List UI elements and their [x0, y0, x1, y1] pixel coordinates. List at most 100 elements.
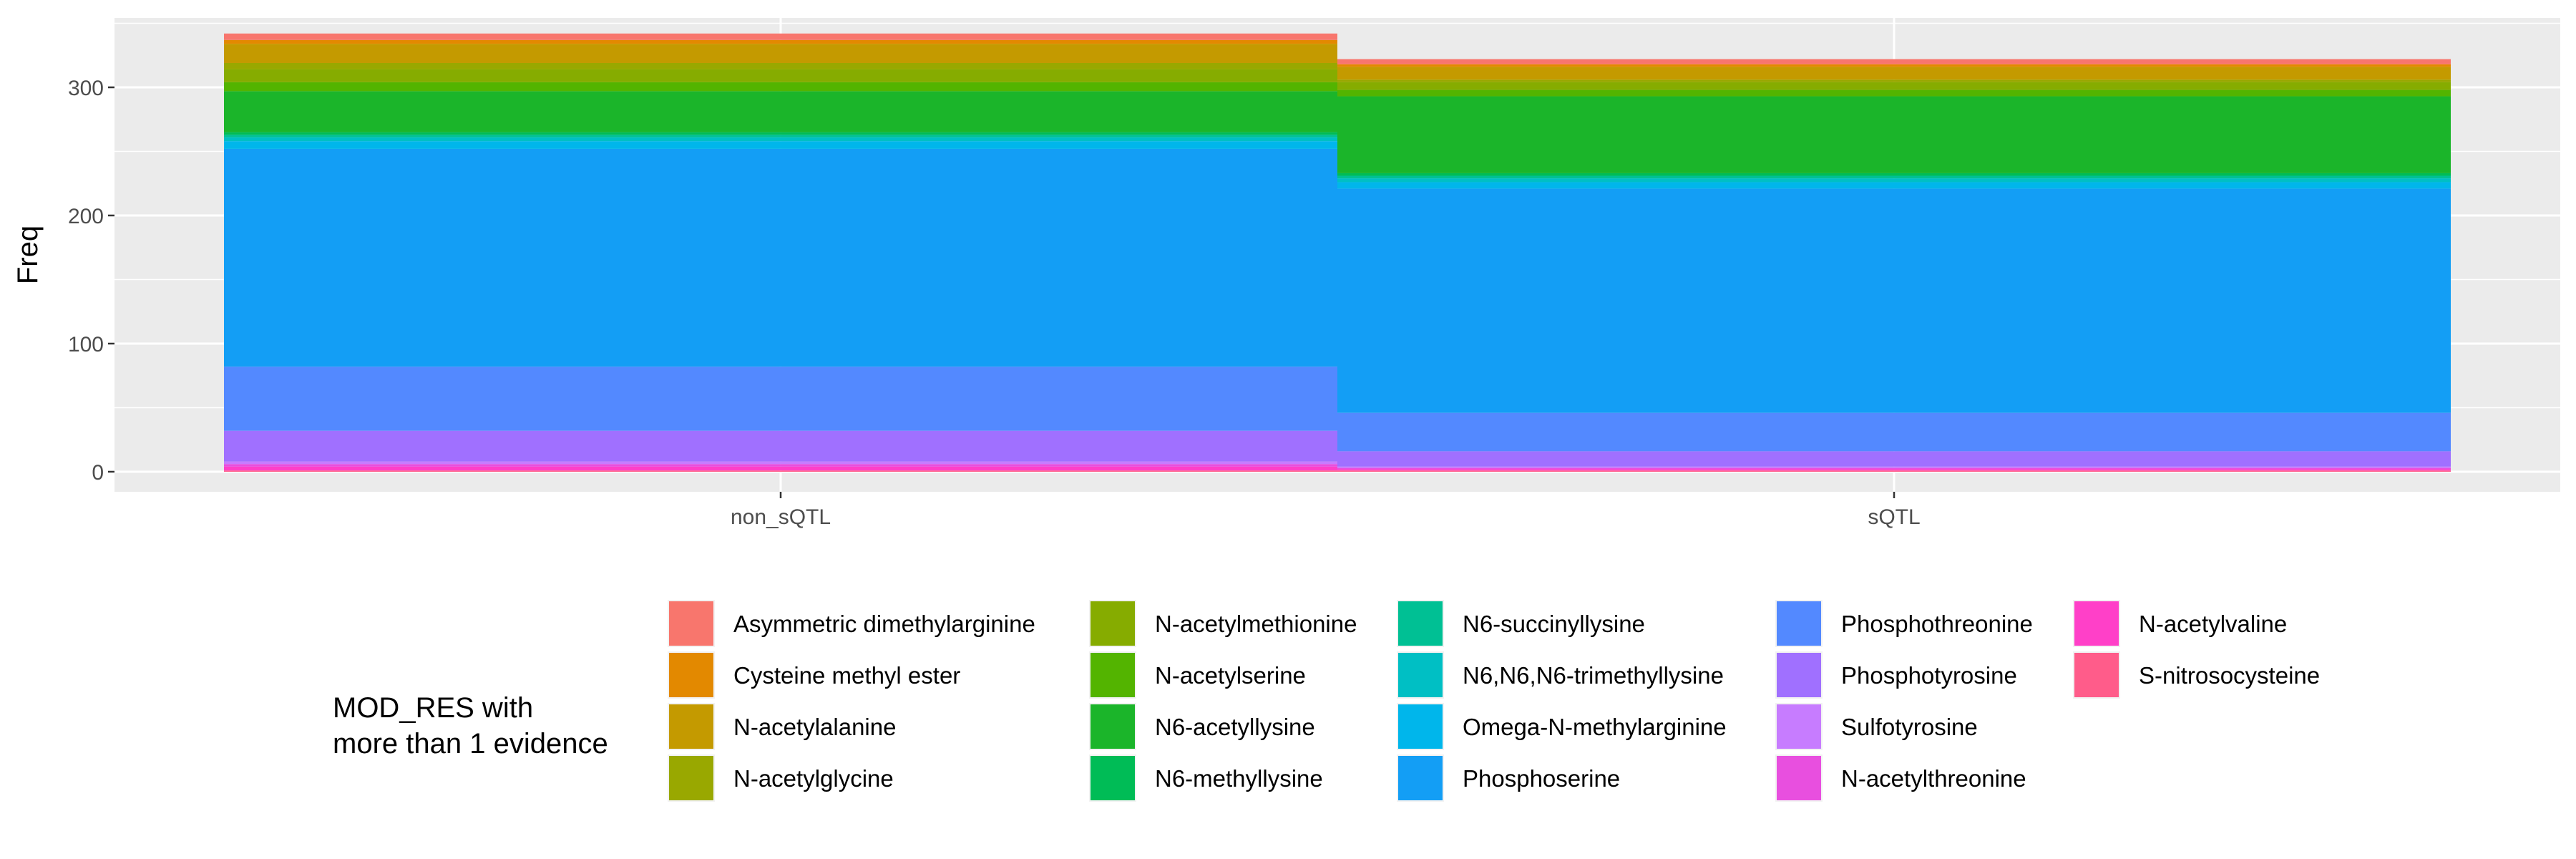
legend-label: N6,N6,N6-trimethyllysine: [1463, 662, 1724, 689]
bar-segment: [224, 91, 1337, 132]
y-tick-label: 300: [68, 77, 104, 100]
legend-label: Phosphothreonine: [1841, 611, 2033, 637]
legend-key: [1398, 653, 1443, 697]
legend-key: [1091, 756, 1135, 800]
legend-item: N-acetylserine: [1089, 651, 1306, 699]
bar-segment: [1337, 67, 2451, 80]
bar-segment: [1337, 64, 2451, 67]
legend-label: N-acetylmethionine: [1155, 611, 1357, 637]
legend-label: Asymmetric dimethylarginine: [733, 611, 1035, 637]
legend-item: Sulfotyrosine: [1775, 703, 1978, 750]
legend-label: Sulfotyrosine: [1841, 714, 1978, 740]
bar-segment: [224, 464, 1337, 467]
bar-segment: [224, 137, 1337, 142]
legend-key: [2074, 601, 2119, 646]
bar-segment: [224, 141, 1337, 149]
y-axis-title: Freq: [12, 225, 44, 284]
legend-label: N6-acetyllysine: [1155, 714, 1315, 740]
bar-segment: [224, 466, 1337, 471]
x-tick-label: sQTL: [1868, 505, 1920, 529]
x-tick-label: non_sQTL: [731, 505, 831, 529]
bar-segment: [1337, 79, 2451, 82]
bar-segment: [1337, 173, 2451, 176]
y-tick-label: 100: [68, 333, 104, 356]
legend-key: [669, 653, 713, 697]
legend-item: Phosphoserine: [1397, 754, 1620, 802]
y-axis: 0 100 200 300: [68, 77, 114, 485]
legend-label: N-acetylglycine: [733, 765, 894, 792]
bar-segment: [224, 44, 1337, 63]
legend-label: Cysteine methyl ester: [733, 662, 960, 689]
bar-segment: [1337, 59, 2451, 64]
legend-key: [1777, 653, 1821, 697]
bar-segment: [1337, 96, 2451, 173]
legend-key: [669, 756, 713, 800]
bar-segment: [224, 132, 1337, 135]
bar-segment: [1337, 467, 2451, 470]
legend-item: N6-succinyllysine: [1397, 600, 1645, 647]
bar-segment: [224, 148, 1337, 367]
legend-item: N-acetylmethionine: [1089, 600, 1357, 647]
bar-segment: [1337, 470, 2451, 472]
legend-item: Cysteine methyl ester: [668, 651, 960, 699]
bar-segment: [1337, 178, 2451, 183]
legend-label: N6-succinyllysine: [1463, 611, 1645, 637]
legend-label: S-nitrosocysteine: [2139, 662, 2320, 689]
bar-segment: [224, 82, 1337, 92]
x-axis: non_sQTL sQTL: [731, 492, 1921, 529]
legend-item: N-acetylalanine: [668, 703, 896, 750]
legend-item: Omega-N-methylarginine: [1397, 703, 1727, 750]
legend-title-line-2: more than 1 evidence: [333, 728, 608, 759]
legend-key: [1398, 704, 1443, 749]
legend-label: N-acetylalanine: [733, 714, 896, 740]
legend-key: [1777, 704, 1821, 749]
bar-segment: [224, 135, 1337, 137]
legend-item: N6-acetyllysine: [1089, 703, 1315, 750]
legend-key: [1777, 601, 1821, 646]
y-tick-label: 0: [92, 461, 104, 485]
legend-label: N6-methyllysine: [1155, 765, 1323, 792]
bar-segment: [1337, 466, 2451, 468]
legend-title-line-1: MOD_RES with: [333, 692, 533, 724]
legend-item: N6,N6,N6-trimethyllysine: [1397, 651, 1724, 699]
legend-label: Phosphoserine: [1463, 765, 1620, 792]
legend-key: [1398, 601, 1443, 646]
legend-item: S-nitrosocysteine: [2073, 651, 2320, 699]
bar-segment: [1337, 451, 2451, 467]
legend-key: [1777, 756, 1821, 800]
bar-segment: [1337, 89, 2451, 97]
legend-label: N-acetylthreonine: [1841, 765, 2026, 792]
legend-key: [2074, 653, 2119, 697]
bar-segment: [1337, 175, 2451, 179]
bar-segment: [224, 39, 1337, 44]
bar-segment: [224, 430, 1337, 462]
bar-segment: [224, 69, 1337, 82]
bar-segment: [224, 62, 1337, 69]
legend-label: N-acetylvaline: [2139, 611, 2287, 637]
bar-segment: [224, 470, 1337, 472]
bar-segment: [1337, 82, 2451, 90]
legend-item: N-acetylglycine: [668, 754, 894, 802]
bar-segment: [1337, 412, 2451, 452]
bar-segment: [224, 461, 1337, 465]
bars: [224, 33, 2451, 472]
legend-item: N6-methyllysine: [1089, 754, 1323, 802]
legend-item: N-acetylvaline: [2073, 600, 2287, 647]
legend-item: Phosphothreonine: [1775, 600, 2033, 647]
legend-label: Omega-N-methylarginine: [1463, 714, 1727, 740]
bar-segment: [224, 367, 1337, 431]
legend-item: Asymmetric dimethylarginine: [668, 600, 1035, 647]
legend-key: [1091, 653, 1135, 697]
bar-segment: [224, 33, 1337, 40]
legend-item: N-acetylthreonine: [1775, 754, 2026, 802]
legend-key: [1091, 704, 1135, 749]
legend-item: Phosphotyrosine: [1775, 651, 2017, 699]
bar-segment: [1337, 182, 2451, 189]
legend-key: [1091, 601, 1135, 646]
legend-items: Asymmetric dimethylarginine Cysteine meth…: [668, 600, 2320, 802]
bar-segment: [1337, 469, 2451, 471]
y-tick-label: 200: [68, 205, 104, 228]
bar-segment: [1337, 188, 2451, 413]
legend-title: MOD_RES with more than 1 evidence: [333, 692, 608, 759]
